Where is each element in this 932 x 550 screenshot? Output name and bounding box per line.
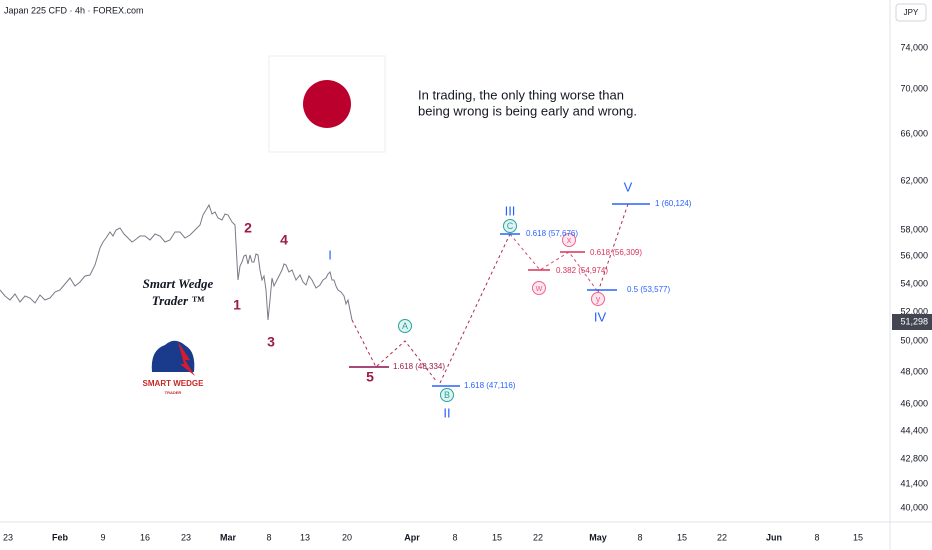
abc-path	[351, 319, 438, 383]
price-line	[0, 203, 353, 321]
time-tick-label: 8	[452, 532, 457, 542]
logo-title: SMART WEDGE	[143, 379, 205, 388]
time-tick-label: 23	[3, 532, 13, 542]
circled-label: A	[402, 321, 408, 331]
price-tick-label: 42,800	[900, 453, 928, 463]
level-label: 0.618 (57,676)	[526, 229, 578, 238]
price-tick-label: 50,000	[900, 335, 928, 345]
flag-sun	[303, 80, 351, 128]
wave-label: 3	[267, 334, 275, 350]
time-tick-label: 16	[140, 532, 150, 542]
time-tick-label: 8	[637, 532, 642, 542]
wave-label: V	[624, 179, 633, 194]
wave-circle	[503, 219, 517, 233]
time-tick-label: 8	[266, 532, 271, 542]
time-tick-label: 20	[342, 532, 352, 542]
wave-label: III	[505, 203, 516, 218]
time-tick-label: 15	[677, 532, 687, 542]
time-tick-label: Jun	[766, 532, 782, 542]
level-label: 0.618 (56,309)	[590, 248, 642, 257]
quote-line: In trading, the only thing worse than	[418, 87, 624, 102]
symbol-header: Japan 225 CFD · 4h · FOREX.com	[4, 5, 144, 15]
current-price-box	[892, 314, 932, 330]
price-tick-label: 48,000	[900, 366, 928, 376]
wave-label: 4	[280, 232, 288, 248]
wave-label: I	[328, 247, 332, 262]
time-tick-label: 8	[814, 532, 819, 542]
price-tick-label: 74,000	[900, 42, 928, 52]
price-tick-label: 52,000	[900, 306, 928, 316]
wave-label: 5	[366, 369, 374, 385]
logo-subtitle: TRADER	[165, 390, 182, 395]
currency-box[interactable]	[895, 3, 927, 22]
circled-label: x	[567, 235, 572, 245]
time-tick-label: May	[589, 532, 607, 542]
time-tick-label: 15	[492, 532, 502, 542]
wave-circle	[398, 319, 412, 333]
level-label: 1.618 (47,116)	[464, 381, 516, 390]
time-tick-label: 15	[853, 532, 863, 542]
time-tick-label: Feb	[52, 532, 69, 542]
time-tick-label: 9	[100, 532, 105, 542]
watermark-text: Trader ™	[152, 293, 205, 308]
price-tick-label: 56,000	[900, 250, 928, 260]
time-tick-label: Apr	[404, 532, 420, 542]
time-tick-label: 22	[533, 532, 543, 542]
wave-circle	[591, 292, 605, 306]
price-tick-label: 70,000	[900, 83, 928, 93]
quote-line: being wrong is being early and wrong.	[418, 103, 637, 118]
circled-label: y	[596, 294, 601, 304]
circled-label: C	[507, 221, 514, 231]
time-tick-label: Mar	[220, 532, 237, 542]
level-label: 0.5 (53,577)	[627, 285, 670, 294]
circled-label: B	[444, 390, 450, 400]
time-tick-label: 22	[717, 532, 727, 542]
level-lines	[349, 203, 650, 387]
level-label: 1.618 (48,334)	[393, 362, 445, 371]
current-price-label: 51,298	[900, 316, 928, 326]
level-label: 0.382 (54,974)	[556, 266, 608, 275]
logo	[151, 340, 195, 376]
wave-label: 2	[244, 220, 252, 236]
currency-label: JPY	[904, 8, 919, 17]
wave-circle	[532, 281, 546, 295]
time-tick-label: 13	[300, 532, 310, 542]
wave-label: IV	[594, 309, 607, 324]
time-tick-label: 23	[181, 532, 191, 542]
wave-label: II	[443, 405, 450, 420]
price-tick-label: 44,400	[900, 425, 928, 435]
price-tick-label: 46,000	[900, 398, 928, 408]
wave-label: 1	[233, 297, 241, 313]
price-tick-label: 62,000	[900, 175, 928, 185]
price-tick-label: 66,000	[900, 128, 928, 138]
logo-arrow	[178, 342, 195, 376]
circled-label: w	[535, 283, 543, 293]
price-tick-label: 58,000	[900, 224, 928, 234]
price-tick-label: 41,400	[900, 478, 928, 488]
level-label: 1 (60,124)	[655, 199, 692, 208]
wave-circle	[440, 388, 454, 402]
wave-paths	[351, 203, 629, 384]
watermark-text: Smart Wedge	[143, 276, 214, 291]
wave-circle	[562, 233, 576, 247]
price-tick-label: 54,000	[900, 278, 928, 288]
price-tick-label: 40,000	[900, 502, 928, 512]
